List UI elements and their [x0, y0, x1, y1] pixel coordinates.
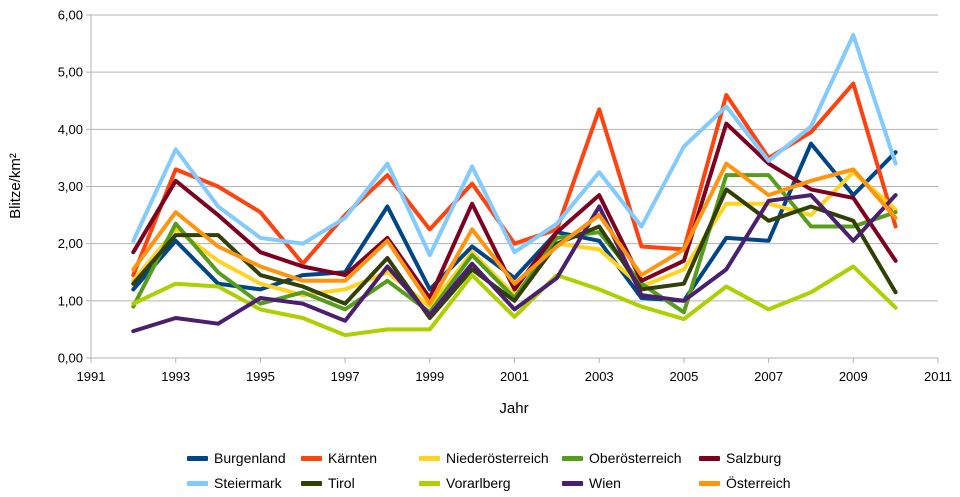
y-tick-label-3,00: 3,00 [58, 179, 83, 194]
x-tick-label-2009: 2009 [839, 369, 868, 384]
legend-label: Österreich [726, 475, 791, 491]
legend-label: Oberösterreich [589, 450, 682, 466]
legend-swatch-niederösterreich [419, 455, 440, 461]
y-tick-label-2,00: 2,00 [58, 236, 83, 251]
series-line-kärnten [131, 81, 898, 278]
legend-label: Wien [589, 475, 621, 491]
legend-item-oberösterreich: Oberösterreich [562, 450, 682, 466]
series-line-salzburg [131, 121, 898, 300]
legend-label: Steiermark [214, 475, 282, 491]
legend-item-steiermark: Steiermark [187, 475, 282, 491]
legend-swatch-oberösterreich [562, 455, 583, 461]
legend-label: Tirol [328, 475, 355, 491]
legend-label: Niederösterreich [446, 450, 549, 466]
series-line-österreich [131, 161, 898, 306]
x-tick-label-1991: 1991 [77, 369, 106, 384]
y-tick-label-5,00: 5,00 [58, 65, 83, 80]
x-tick-label-2001: 2001 [500, 369, 529, 384]
x-tick-label-2007: 2007 [754, 369, 783, 384]
legend-item-salzburg: Salzburg [699, 450, 781, 466]
y-tick-label-4,00: 4,00 [58, 122, 83, 137]
legend-item-österreich: Österreich [699, 475, 791, 491]
legend-label: Vorarlberg [446, 475, 511, 491]
legend-swatch-tirol [301, 480, 322, 486]
series-line-burgenland [131, 141, 898, 303]
legend-label: Salzburg [726, 450, 782, 466]
plot-area: 0,00 1,00 2,00 3,00 4,00 5,00 6,00 1991 1993 1995… [58, 8, 952, 385]
legend-swatch-kärnten [301, 455, 322, 461]
x-tick-label-2003: 2003 [585, 369, 614, 384]
y-tick-label-1,00: 1,00 [58, 293, 83, 308]
x-tick-label-1997: 1997 [331, 369, 360, 384]
legend-item-wien: Wien [562, 475, 621, 491]
series-line-vorarlberg [131, 264, 898, 338]
legend-item-tirol: Tirol [301, 475, 355, 491]
y-tick-label-6,00: 6,00 [58, 8, 83, 23]
legend-swatch-österreich [699, 480, 720, 486]
legend-swatch-wien [562, 480, 583, 486]
legend-item-niederösterreich: Niederösterreich [419, 450, 549, 466]
series-line-wien [131, 193, 898, 334]
x-axis-title: Jahr [499, 400, 529, 417]
legend-swatch-steiermark [187, 480, 208, 486]
x-tick-label-1999: 1999 [415, 369, 444, 384]
legend-swatch-burgenland [187, 455, 208, 461]
legend-item-burgenland: Burgenland [187, 450, 286, 466]
legend-label: Burgenland [214, 450, 286, 466]
legend-item-kärnten: Kärnten [301, 450, 377, 466]
x-tick-label-2011: 2011 [924, 369, 952, 384]
legend-label: Kärnten [328, 450, 378, 466]
x-tick-label-1995: 1995 [246, 369, 275, 384]
series-line-tirol [131, 187, 898, 320]
y-tick-label-0,00: 0,00 [58, 351, 83, 366]
legend-swatch-salzburg [699, 455, 720, 461]
series-line-steiermark [131, 33, 898, 258]
legend-item-vorarlberg: Vorarlberg [419, 475, 511, 491]
legend-swatch-vorarlberg [419, 480, 440, 486]
x-tick-label-1993: 1993 [161, 369, 190, 384]
y-axis-title: Blitze/km² [7, 153, 24, 219]
x-tick-label-2005: 2005 [669, 369, 698, 384]
